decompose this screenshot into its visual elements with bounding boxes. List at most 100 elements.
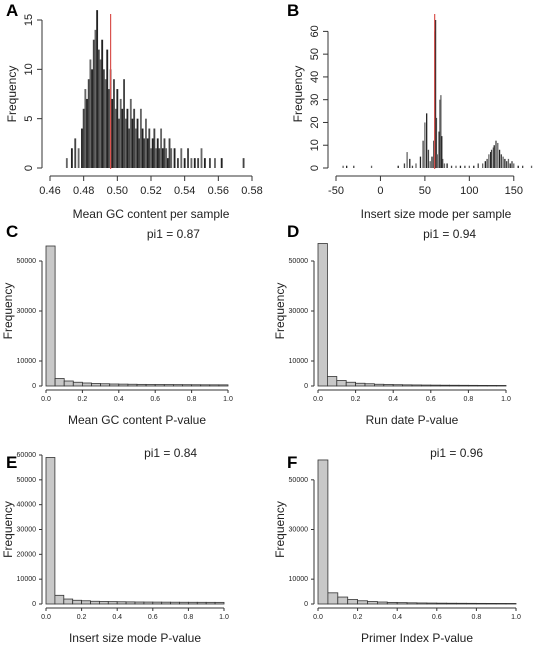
bar-c (200, 384, 211, 387)
bar-b (431, 156, 433, 168)
bar-e (143, 601, 154, 605)
bar-b (488, 154, 490, 168)
bar-c (118, 383, 129, 387)
bar-c (218, 384, 229, 387)
bar-a (214, 158, 216, 168)
bar-e (116, 601, 127, 605)
bar-e (81, 600, 91, 605)
x-tick-label-f: 0.8 (472, 614, 482, 621)
bar-a (193, 158, 196, 168)
bar-d (355, 382, 366, 387)
y-tick-label-b: 10 (309, 139, 321, 151)
x-tick-label-a: 0.54 (174, 185, 195, 197)
x-tick-label-f: 1.0 (511, 614, 521, 621)
bar-d (439, 384, 451, 387)
y-axis-label-a: Frequency (5, 66, 19, 123)
bar-d (383, 384, 394, 387)
bar-a (111, 98, 114, 168)
bar-a (87, 79, 90, 168)
y-tick-label-f: 50000 (289, 477, 309, 484)
y-axis-label-e: Frequency (1, 501, 15, 558)
x-tick-label-c: 0.4 (114, 396, 124, 403)
bar-d (467, 384, 479, 387)
x-axis-label-f: Primer Index P-value (361, 631, 473, 645)
bar-a (161, 148, 164, 168)
bar-a (168, 138, 171, 168)
bar-c (91, 383, 102, 387)
bar-f (436, 602, 448, 605)
bar-f (416, 602, 428, 605)
bar-a (139, 108, 142, 168)
pi1-annotation-f: pi1 = 0.96 (430, 446, 483, 460)
bar-e (90, 600, 100, 605)
bar-b (464, 165, 466, 168)
bar-c (127, 383, 138, 387)
bar-f (376, 601, 388, 605)
bar-d (402, 384, 413, 387)
bar-a (128, 128, 131, 168)
bar-a (81, 128, 83, 168)
bar-a (121, 108, 124, 168)
bar-d (336, 380, 347, 387)
bar-d (458, 384, 469, 387)
x-tick-label-d: 0.6 (426, 396, 436, 403)
bar-b (509, 163, 511, 168)
bar-a (148, 128, 151, 168)
bar-a (170, 148, 173, 168)
x-tick-label-c: 0.0 (41, 396, 51, 403)
x-tick-label-b: 50 (419, 185, 431, 197)
bar-a (104, 79, 107, 168)
bar-b (424, 122, 426, 168)
bar-b (511, 161, 513, 168)
bar-b (415, 163, 417, 168)
bar-c (182, 384, 192, 387)
bar-c (163, 384, 174, 387)
bar-b (484, 161, 486, 168)
bar-a (124, 118, 127, 168)
bar-a (173, 148, 176, 168)
bar-c (154, 384, 165, 387)
x-tick-label-e: 1.0 (219, 614, 229, 621)
y-tick-label-b: 50 (309, 48, 321, 60)
x-tick-label-d: 1.0 (501, 396, 511, 403)
x-tick-label-e: 0.8 (184, 614, 194, 621)
bar-b (422, 140, 424, 168)
panel-letter-a: A (6, 1, 18, 20)
bar-b (517, 165, 519, 168)
bar-a (143, 138, 146, 168)
bar-e (161, 601, 171, 605)
bar-b (482, 163, 484, 168)
bar-b (409, 158, 411, 168)
bar-f (367, 601, 378, 605)
x-tick-label-c: 1.0 (223, 396, 233, 403)
bar-a (145, 118, 147, 168)
pi1-annotation-c: pi1 = 0.87 (147, 227, 200, 241)
bar-a (77, 148, 80, 168)
bar-b (429, 161, 431, 168)
bar-b (370, 165, 373, 168)
bar-a (70, 148, 73, 168)
y-tick-label-b: 60 (309, 25, 321, 37)
bar-b (493, 145, 495, 168)
bar-a (74, 138, 77, 168)
bar-b (419, 156, 422, 168)
x-axis-label-a: Mean GC content per sample (73, 207, 230, 221)
bar-a (91, 69, 94, 168)
bar-f (317, 459, 329, 605)
bar-b (434, 20, 437, 168)
bar-a (203, 158, 206, 168)
y-tick-label-c: 0 (32, 383, 36, 390)
bar-e (72, 599, 82, 605)
bar-a (180, 148, 183, 168)
bar-a (86, 98, 88, 168)
bar-e (196, 601, 207, 605)
panel-letter-d: D (287, 222, 299, 241)
y-tick-label-a: 15 (23, 14, 35, 26)
bar-b (406, 152, 408, 168)
bar-a (220, 158, 223, 168)
x-tick-label-e: 0.2 (77, 614, 87, 621)
bar-a (158, 148, 161, 168)
y-tick-label-d: 50000 (289, 258, 309, 265)
bar-c (63, 380, 74, 387)
bar-b (490, 149, 493, 168)
